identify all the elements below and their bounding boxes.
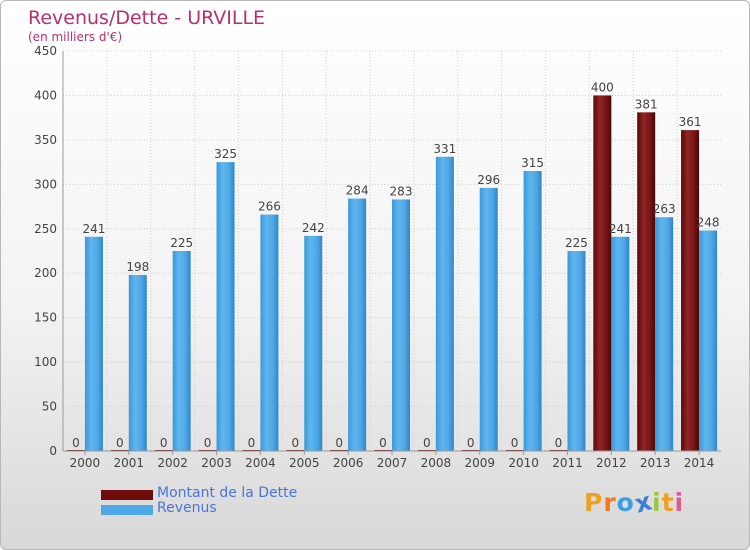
legend-swatch-debt (101, 490, 153, 500)
data-label-debt-2000: 0 (72, 436, 80, 450)
data-label-debt-2001: 0 (116, 436, 124, 450)
legend-label-revenus: Revenus (157, 500, 217, 516)
bar-revenus-2000 (84, 236, 103, 451)
labels-layer: 0 241 0 198 0 225 0 325 0 266 0 242 0 284 0 283 0 331 0 296… (72, 80, 719, 450)
legend-item-debt: Montant de la Dette (101, 485, 401, 503)
y-tick-label: 350 (34, 133, 57, 147)
data-label-debt-2008: 0 (423, 436, 431, 450)
data-label-debt-2002: 0 (160, 436, 168, 450)
data-label-revenus-2005: 242 (302, 221, 325, 235)
x-tick-label-2010: 2010 (508, 456, 539, 470)
axis-layer: 0 50 100 150 200 250 300 350 400 450 2000 2001 2002 2… (34, 44, 721, 470)
x-tick-label-2012: 2012 (596, 456, 627, 470)
data-label-debt-2005: 0 (291, 436, 299, 450)
bar-revenus-2010 (523, 171, 542, 451)
bar-revenus-2009 (479, 187, 498, 451)
bar-debt-2012 (593, 95, 612, 451)
data-label-revenus-2013: 263 (653, 202, 676, 216)
data-label-revenus-2003: 325 (214, 147, 237, 161)
bar-debt-2014 (681, 130, 700, 451)
x-tick-label-2000: 2000 (70, 456, 101, 470)
x-tick-label-2002: 2002 (157, 456, 188, 470)
data-label-debt-2009: 0 (467, 436, 475, 450)
data-label-debt-2012: 400 (591, 80, 614, 94)
chart-subtitle: (en milliers d'€) (28, 30, 123, 44)
bar-revenus-2013 (655, 217, 674, 451)
bar-revenus-2006 (348, 198, 367, 451)
x-tick-label-2007: 2007 (377, 456, 408, 470)
data-label-revenus-2007: 283 (390, 184, 413, 198)
legend-swatch-revenus (101, 505, 153, 515)
data-label-revenus-2008: 331 (433, 142, 456, 156)
data-label-debt-2007: 0 (379, 436, 387, 450)
data-label-debt-2004: 0 (248, 436, 256, 450)
x-tick-label-2011: 2011 (552, 456, 583, 470)
data-label-debt-2014: 361 (679, 115, 702, 129)
bar-revenus-2014 (699, 230, 718, 451)
y-tick-label: 50 (42, 400, 57, 414)
x-tick-label-2013: 2013 (640, 456, 671, 470)
data-label-revenus-2012: 241 (609, 222, 632, 236)
bar-revenus-2003 (216, 162, 235, 451)
chart-title: Revenus/Dette - URVILLE (28, 7, 266, 29)
legend-label-debt: Montant de la Dette (157, 485, 298, 501)
data-label-revenus-2009: 296 (477, 173, 500, 187)
proxiti-logo: Proxiti (584, 486, 685, 519)
bar-revenus-2002 (172, 251, 191, 451)
bar-revenus-2011 (567, 251, 586, 451)
y-tick-label: 300 (34, 177, 57, 191)
data-label-debt-2013: 381 (635, 97, 658, 111)
y-tick-label: 150 (34, 311, 57, 325)
bars-layer (66, 95, 718, 451)
data-label-debt-2011: 0 (555, 436, 563, 450)
data-label-revenus-2001: 198 (126, 260, 149, 274)
data-label-debt-2010: 0 (511, 436, 519, 450)
x-tick-label-2009: 2009 (464, 456, 495, 470)
data-label-revenus-2006: 284 (346, 184, 369, 198)
x-tick-label-2004: 2004 (245, 456, 276, 470)
data-label-revenus-2000: 241 (82, 222, 105, 236)
y-tick-label: 0 (49, 444, 57, 458)
y-tick-label: 450 (34, 44, 57, 58)
bar-revenus-2005 (304, 235, 323, 451)
x-tick-label-2005: 2005 (289, 456, 320, 470)
bar-revenus-2012 (611, 236, 630, 451)
x-tick-label-2008: 2008 (421, 456, 452, 470)
legend-item-revenus: Revenus (101, 500, 401, 518)
x-tick-label-2003: 2003 (201, 456, 232, 470)
bar-revenus-2001 (128, 275, 147, 451)
data-label-revenus-2004: 266 (258, 200, 281, 214)
y-tick-label: 100 (34, 355, 57, 369)
y-tick-label: 400 (34, 88, 57, 102)
data-label-debt-2006: 0 (335, 436, 343, 450)
bar-revenus-2007 (392, 199, 410, 451)
data-label-revenus-2014: 248 (697, 216, 720, 230)
bar-revenus-2008 (435, 156, 454, 451)
grid-layer (63, 50, 721, 451)
x-tick-label-2001: 2001 (114, 456, 145, 470)
bar-revenus-2004 (260, 214, 279, 451)
y-tick-label: 200 (34, 266, 57, 280)
bar-debt-2013 (637, 112, 656, 451)
data-label-revenus-2010: 315 (521, 156, 544, 170)
x-tick-label-2006: 2006 (333, 456, 364, 470)
data-label-revenus-2011: 225 (565, 236, 588, 250)
y-tick-label: 250 (34, 222, 57, 236)
data-label-debt-2003: 0 (204, 436, 212, 450)
data-label-revenus-2002: 225 (170, 236, 193, 250)
x-tick-label-2014: 2014 (684, 456, 715, 470)
